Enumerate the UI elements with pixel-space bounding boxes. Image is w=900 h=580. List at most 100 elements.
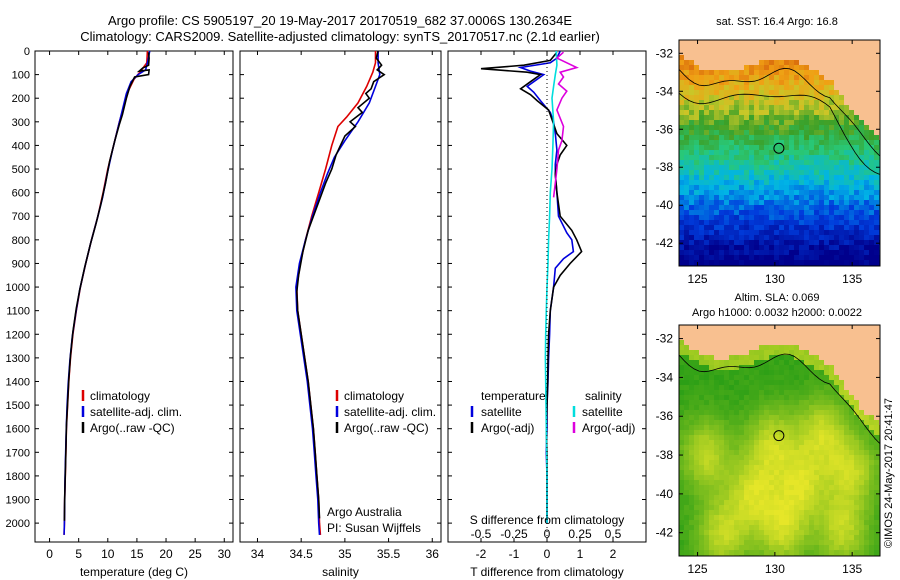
map-cell (724, 510, 729, 515)
map-cell (794, 165, 799, 170)
map-cell (699, 225, 704, 230)
map-cell (739, 225, 744, 230)
map-cell (739, 430, 744, 435)
map-cell (769, 350, 774, 355)
map-cell (714, 55, 719, 60)
map-cell (874, 180, 879, 185)
map-cell (804, 480, 809, 485)
map-cell (714, 215, 719, 220)
map-cell (759, 390, 764, 395)
map-cell (854, 325, 859, 330)
map-cell (829, 325, 834, 330)
map-cell (749, 45, 754, 50)
map-cell (784, 225, 789, 230)
map-cell (854, 220, 859, 225)
map-cell (734, 115, 739, 120)
map-cell (724, 160, 729, 165)
map-cell (734, 85, 739, 90)
map-cell (844, 385, 849, 390)
map-cell (764, 440, 769, 445)
map-cell (789, 330, 794, 335)
map-cell (829, 255, 834, 260)
map-cell (779, 485, 784, 490)
map-cell (824, 205, 829, 210)
map-cell (834, 505, 839, 510)
map-cell (784, 260, 789, 265)
map-cell (829, 450, 834, 455)
map-cell (854, 465, 859, 470)
map-cell (869, 170, 874, 175)
map-cell (694, 240, 699, 245)
map-cell (729, 165, 734, 170)
map-cell (874, 360, 879, 365)
map-cell (779, 550, 784, 555)
map-cell (729, 425, 734, 430)
map-cell (734, 500, 739, 505)
map-cell (759, 340, 764, 345)
map-cell (834, 500, 839, 505)
map-cell (734, 410, 739, 415)
map-cell (689, 215, 694, 220)
map-cell (759, 410, 764, 415)
map-cell (874, 225, 879, 230)
map-cell (874, 415, 879, 420)
pi-label: PI: Susan Wijffels (327, 521, 421, 535)
map-cell (709, 130, 714, 135)
map-cell (809, 550, 814, 555)
map-cell (709, 350, 714, 355)
map-cell (739, 155, 744, 160)
map-cell (759, 325, 764, 330)
map-cell (714, 135, 719, 140)
map-cell (699, 195, 704, 200)
map-cell (859, 125, 864, 130)
map-cell (869, 110, 874, 115)
map-cell (824, 210, 829, 215)
map-cell (679, 170, 684, 175)
map-cell (869, 200, 874, 205)
map-cell (874, 495, 879, 500)
map-cell (699, 405, 704, 410)
map-cell (799, 550, 804, 555)
map-cell (714, 450, 719, 455)
depth-contour (678, 67, 881, 157)
lat-tick-label: -40 (656, 487, 674, 501)
map-cell (769, 105, 774, 110)
map-cell (729, 110, 734, 115)
map-cell (689, 140, 694, 145)
map-cell (749, 345, 754, 350)
map-cell (704, 505, 709, 510)
map-cell (839, 365, 844, 370)
map-cell (829, 90, 834, 95)
x-tick-label: -1 (509, 547, 520, 561)
map-cell (809, 405, 814, 410)
map-cell (809, 40, 814, 45)
map-cell (794, 445, 799, 450)
map-cell (719, 50, 724, 55)
map-cell (774, 90, 779, 95)
map-cell (689, 145, 694, 150)
map-cell (784, 455, 789, 460)
map-cell (829, 355, 834, 360)
map-cell (859, 455, 864, 460)
map-cell (859, 60, 864, 65)
map-cell (764, 100, 769, 105)
map-cell (824, 75, 829, 80)
map-cell (779, 205, 784, 210)
map-cell (699, 235, 704, 240)
map-cell (779, 340, 784, 345)
map-cell (839, 255, 844, 260)
map-cell (749, 510, 754, 515)
map-cell (849, 435, 854, 440)
map-cell (784, 550, 789, 555)
map-cell (769, 525, 774, 530)
map-cell (729, 215, 734, 220)
map-cell (854, 170, 859, 175)
map-cell (719, 540, 724, 545)
map-cell (854, 355, 859, 360)
map-cell (789, 470, 794, 475)
map-cell (854, 140, 859, 145)
map-cell (684, 480, 689, 485)
map-cell (779, 120, 784, 125)
map-cell (824, 345, 829, 350)
depth-contour (678, 353, 881, 444)
